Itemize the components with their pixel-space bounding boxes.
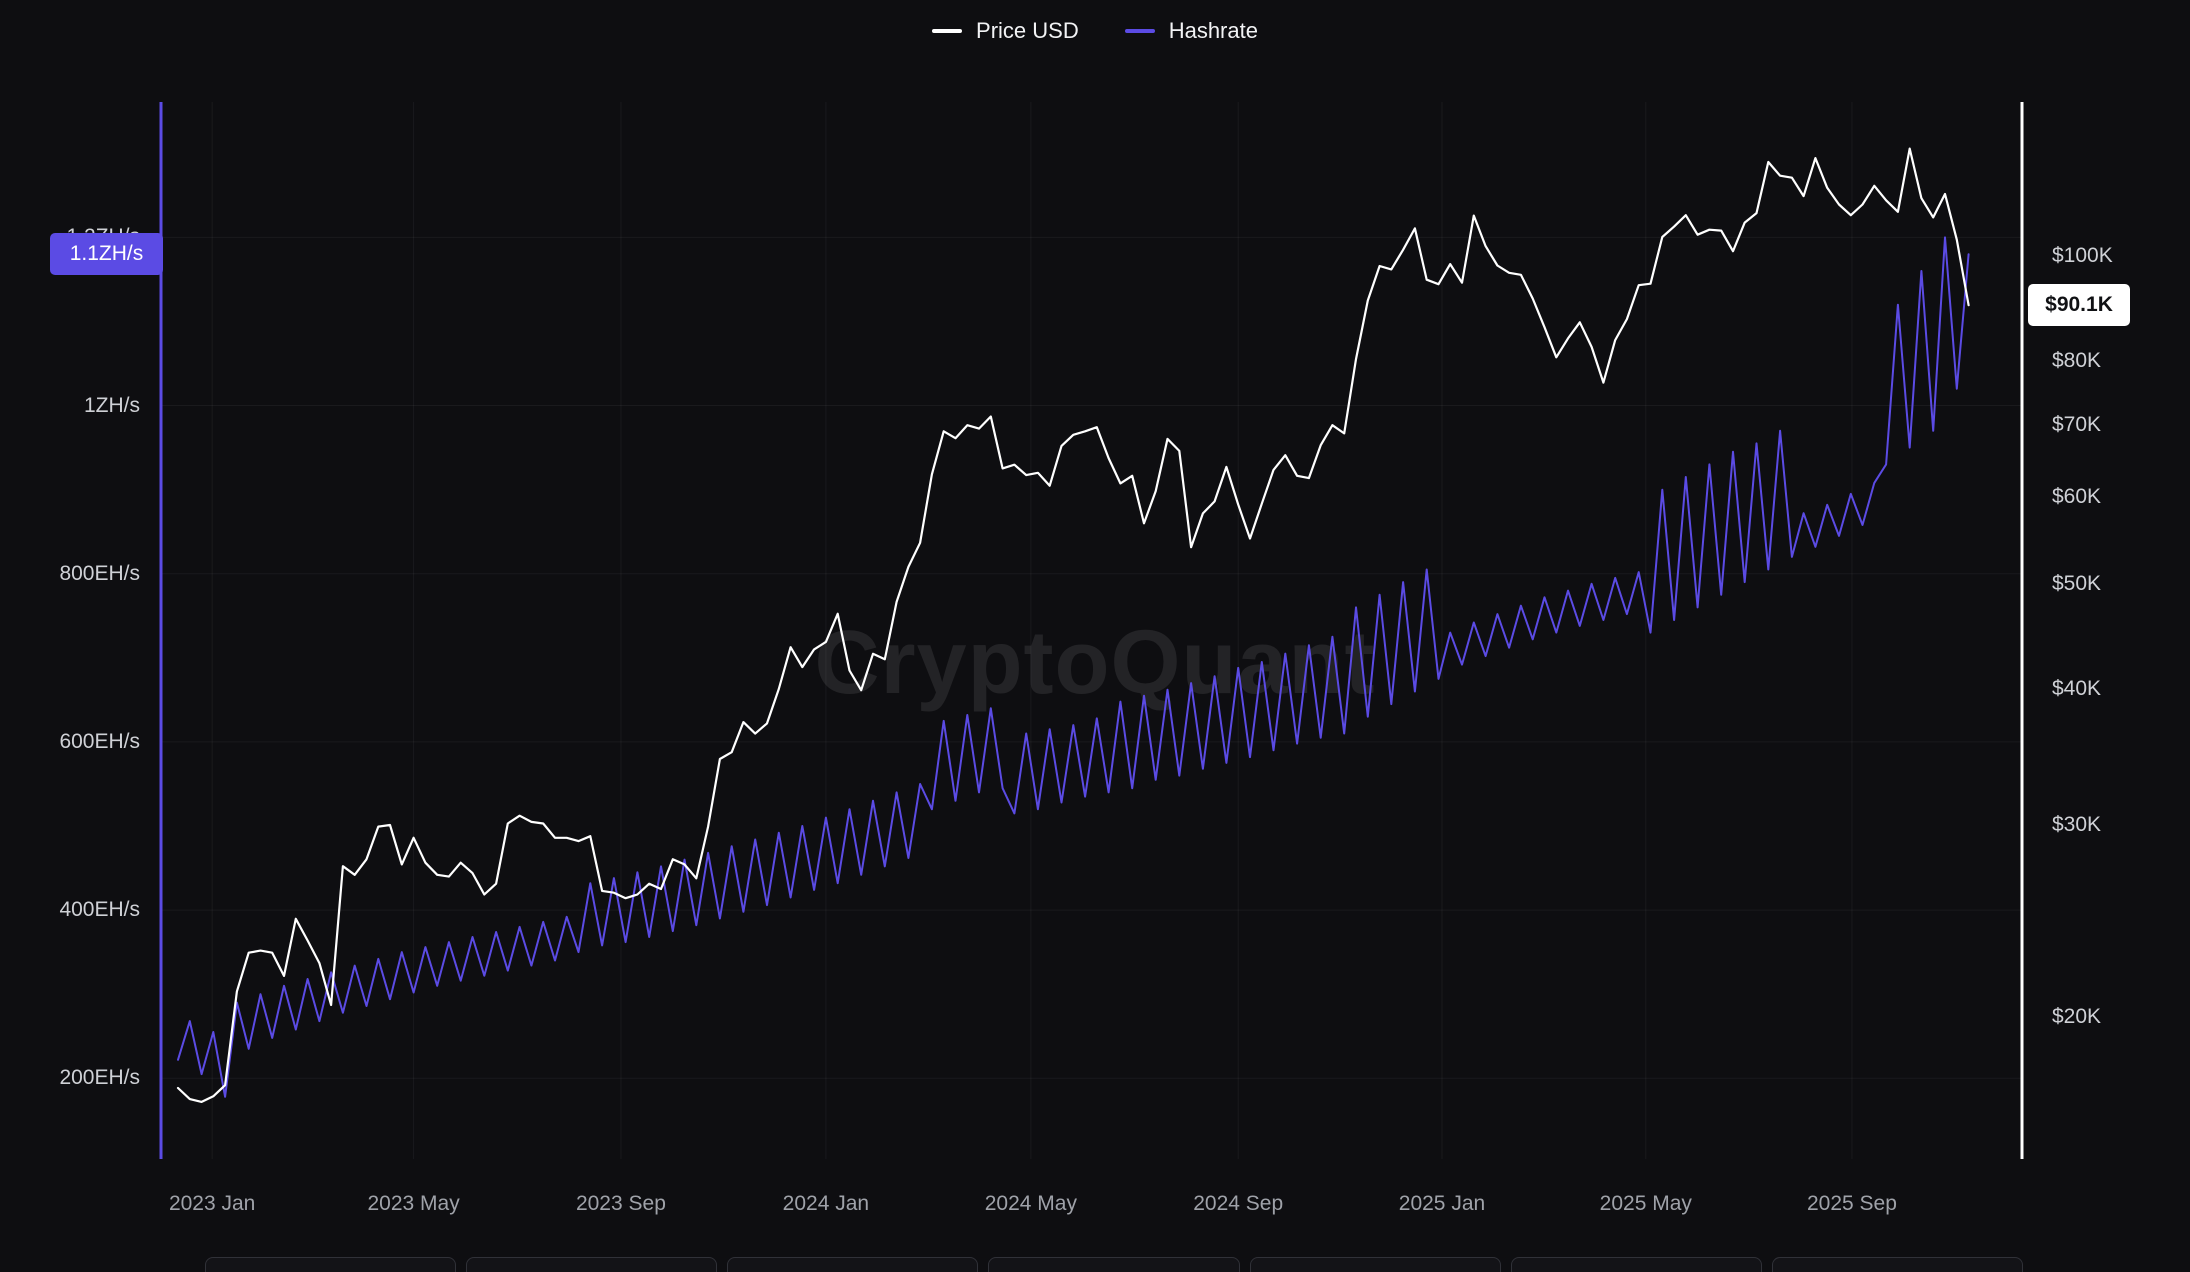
right-axis-tick-label: $40K [2052, 677, 2102, 701]
hashrate-line [177, 236, 1970, 1098]
right-axis-labels: $100K $80K $70K $60K $50K $40K $30K $20K [2052, 0, 2182, 1272]
x-axis-tick-label: 2023 Sep [575, 1192, 666, 1215]
x-axis-tick-label: 2025 Jan [1398, 1192, 1486, 1215]
x-axis-tick-label: 2024 Sep [1193, 1192, 1284, 1215]
toolbar-cell[interactable] [1510, 1257, 1762, 1272]
legend-item-hashrate[interactable]: Hashrate [1124, 18, 1258, 44]
legend-item-price-usd[interactable]: Price USD [932, 18, 1079, 44]
left-axis-tick-label: 800EH/s [59, 561, 140, 585]
hashrate-value-badge: 1.1ZH/s [50, 233, 163, 276]
x-axis-tick-label: 2024 Jan [782, 1192, 870, 1215]
toolbar-cell[interactable] [466, 1257, 718, 1272]
x-axis-tick-label: 2025 Sep [1806, 1192, 1897, 1215]
left-axis-tick-label: 600EH/s [59, 729, 140, 753]
right-axis-tick-label: $70K [2052, 412, 2102, 436]
price-line [176, 147, 1970, 1104]
toolbar-cell[interactable] [205, 1257, 457, 1272]
toolbar-cell[interactable] [1771, 1257, 2023, 1272]
x-axis-tick-label: 2024 May [984, 1192, 1077, 1215]
legend-label-hashrate: Hashrate [1168, 18, 1258, 43]
right-axis-tick-label: $100K [2052, 243, 2113, 267]
right-axis-tick-label: $30K [2052, 813, 2102, 837]
x-axis-tick-label: 2023 Jan [168, 1192, 256, 1215]
toolbar-cell[interactable] [1249, 1257, 1501, 1272]
bottom-toolbar [205, 1257, 2023, 1272]
left-axis-tick-label: 400EH/s [59, 898, 140, 922]
x-axis-tick-label: 2025 May [1599, 1192, 1692, 1215]
right-axis-tick-label: $20K [2052, 1004, 2102, 1028]
chart-legend: Price USD Hashrate [0, 18, 2190, 44]
toolbar-cell[interactable] [727, 1257, 979, 1272]
left-axis-tick-label: 1ZH/s [83, 393, 140, 417]
right-axis-tick-label: $60K [2052, 485, 2102, 509]
toolbar-cell[interactable] [988, 1257, 1240, 1272]
left-axis-tick-label: 200EH/s [59, 1066, 140, 1090]
right-axis-tick-label: $50K [2052, 571, 2102, 595]
legend-label-price-usd: Price USD [976, 18, 1079, 43]
hashrate-line-swatch [1124, 29, 1155, 33]
price-value-badge: $90.1K [2028, 284, 2130, 327]
x-axis-tick-label: 2023 May [367, 1192, 460, 1215]
right-axis-tick-label: $80K [2052, 349, 2102, 373]
price-line-swatch [932, 29, 963, 33]
